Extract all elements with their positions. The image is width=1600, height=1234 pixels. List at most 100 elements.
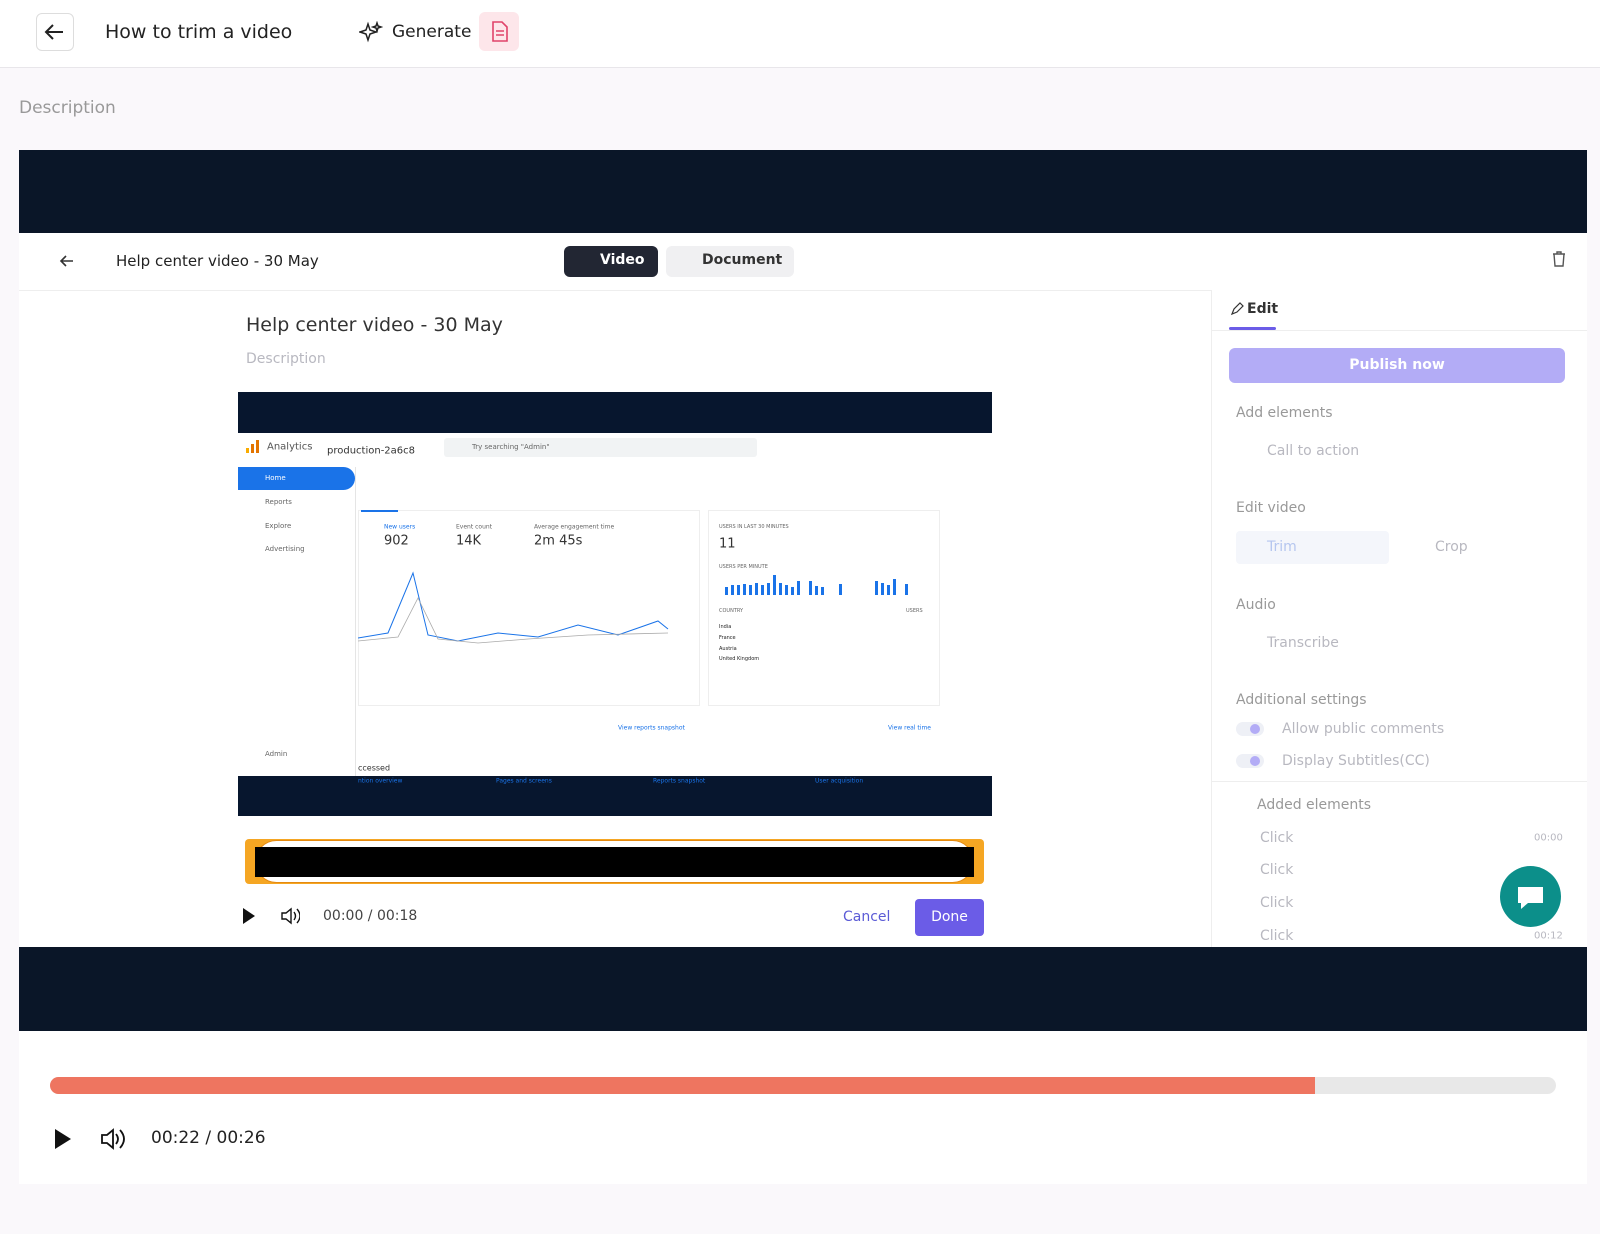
description: Description xyxy=(19,98,116,118)
play-button[interactable] xyxy=(55,1129,71,1149)
toggle[interactable] xyxy=(1236,754,1264,768)
player-controls xyxy=(55,1128,125,1150)
document-icon xyxy=(492,21,508,42)
setting-label: Allow public comments xyxy=(1282,721,1445,737)
added-element[interactable]: Click xyxy=(1260,830,1294,846)
recording-description: Description xyxy=(246,351,326,367)
transcribe-button[interactable]: Transcribe xyxy=(1267,635,1339,651)
player-time: 00:22 / 00:26 xyxy=(151,1128,266,1148)
realtime-sublabel: USERS PER MINUTE xyxy=(719,564,768,570)
call-to-action[interactable]: Call to action xyxy=(1267,443,1360,459)
sparkle-icon xyxy=(359,21,383,43)
section-heading: Audio xyxy=(1236,597,1276,613)
panel-divider xyxy=(1211,781,1587,782)
edit-tab-underline xyxy=(1229,327,1276,330)
toggle-knob xyxy=(1250,756,1260,766)
metric-tab-underline xyxy=(361,510,398,512)
added-element[interactable]: Click xyxy=(1260,862,1294,878)
country: France xyxy=(719,635,736,641)
recording-title: Help center video - 30 May xyxy=(246,314,503,336)
edit-tab[interactable]: Edit xyxy=(1247,301,1279,317)
document-tab[interactable]: Document xyxy=(666,246,794,277)
metric-label: Average engagement time xyxy=(534,523,615,531)
view-realtime-link: View real time xyxy=(888,724,931,732)
inner-volume[interactable] xyxy=(281,907,300,925)
recorded-app: Help center video - 30 May Video Documen… xyxy=(19,233,1587,947)
analytics-search-text: Try searching "Admin" xyxy=(472,443,550,451)
trim-time: 00:00 / 00:18 xyxy=(323,908,418,924)
header xyxy=(0,0,1600,68)
progress-fill xyxy=(50,1077,1316,1094)
trim-label: Trim xyxy=(1267,539,1297,555)
chat-button[interactable] xyxy=(1500,866,1561,927)
added-element-time: 00:12 xyxy=(1534,930,1563,942)
users-header: USERS xyxy=(906,608,923,614)
page-title: How to trim a video xyxy=(105,21,293,43)
section-heading: Added elements xyxy=(1257,797,1372,813)
realtime-card xyxy=(708,510,940,706)
bar-chart-image xyxy=(725,575,908,595)
publish-button[interactable]: Publish now xyxy=(1229,348,1565,383)
generate-button[interactable]: Generate xyxy=(392,22,472,42)
nav-admin: Admin xyxy=(265,750,288,758)
metric-value: 2m 45s xyxy=(534,533,583,549)
crop-button[interactable]: Crop xyxy=(1435,539,1468,555)
nav-item: Home xyxy=(265,474,286,482)
realtime-label: USERS IN LAST 30 MINUTES xyxy=(719,524,789,530)
player xyxy=(19,1031,1587,1184)
cancel-button[interactable]: Cancel xyxy=(843,909,891,925)
country: India xyxy=(719,624,732,630)
back-icon xyxy=(44,24,63,40)
view-reports-link: View reports snapshot xyxy=(618,724,685,732)
toggle-knob xyxy=(1250,724,1260,734)
trash-icon[interactable] xyxy=(1549,249,1569,269)
recent-card: User acquisition xyxy=(815,777,864,785)
nav-item: Reports xyxy=(265,498,292,506)
inner-back-icon[interactable] xyxy=(57,251,77,271)
analytics-product: Analytics xyxy=(267,441,313,453)
country: United Kingdom xyxy=(719,656,760,662)
analytics-screenshot: Analytics production-2a6c8 Try searching… xyxy=(238,433,992,776)
metric-value: 902 xyxy=(384,533,409,549)
analytics-search xyxy=(444,438,757,457)
analytics-logo xyxy=(246,440,259,453)
analytics-property: production-2a6c8 xyxy=(327,445,416,457)
recent-heading: ccessed xyxy=(358,763,391,773)
edit-icon xyxy=(1230,302,1244,316)
country: Austria xyxy=(719,646,737,652)
recent-card: ntion overview xyxy=(358,777,403,785)
recent-card: Pages and screens xyxy=(496,777,552,785)
progress-track[interactable] xyxy=(50,1077,1556,1094)
inner-play[interactable] xyxy=(243,908,255,924)
recent-card: Reports snapshot xyxy=(653,777,706,785)
added-element[interactable]: Click xyxy=(1260,928,1294,944)
setting-label: Display Subtitles(CC) xyxy=(1282,753,1430,769)
added-element-time: 00:00 xyxy=(1534,832,1563,844)
video-tab[interactable]: Video xyxy=(564,246,658,277)
panel-divider xyxy=(1211,330,1587,331)
realtime-value: 11 xyxy=(719,536,736,552)
added-element[interactable]: Click xyxy=(1260,895,1294,911)
done-button[interactable]: Done xyxy=(915,899,984,936)
chat-icon xyxy=(1518,887,1543,909)
section-heading: Edit video xyxy=(1236,500,1306,516)
metric-label: New users xyxy=(384,523,416,531)
metric-value: 14K xyxy=(456,533,482,549)
document-button[interactable] xyxy=(479,12,519,51)
section-heading: Add elements xyxy=(1236,405,1333,421)
nav-home-bg xyxy=(238,467,355,490)
divider xyxy=(19,290,1587,291)
trim-track xyxy=(255,847,974,877)
trim-button[interactable] xyxy=(1236,531,1389,564)
nav-item: Explore xyxy=(265,522,292,530)
back-button[interactable] xyxy=(36,13,74,51)
inner-controls xyxy=(243,907,300,925)
volume-button[interactable] xyxy=(101,1128,125,1150)
section-heading: Additional settings xyxy=(1236,692,1367,708)
line-chart-image xyxy=(358,571,669,644)
nav-item: Advertising xyxy=(265,545,305,553)
toggle[interactable] xyxy=(1236,722,1264,736)
metrics-card xyxy=(358,510,700,706)
sidebar-border xyxy=(355,467,356,776)
